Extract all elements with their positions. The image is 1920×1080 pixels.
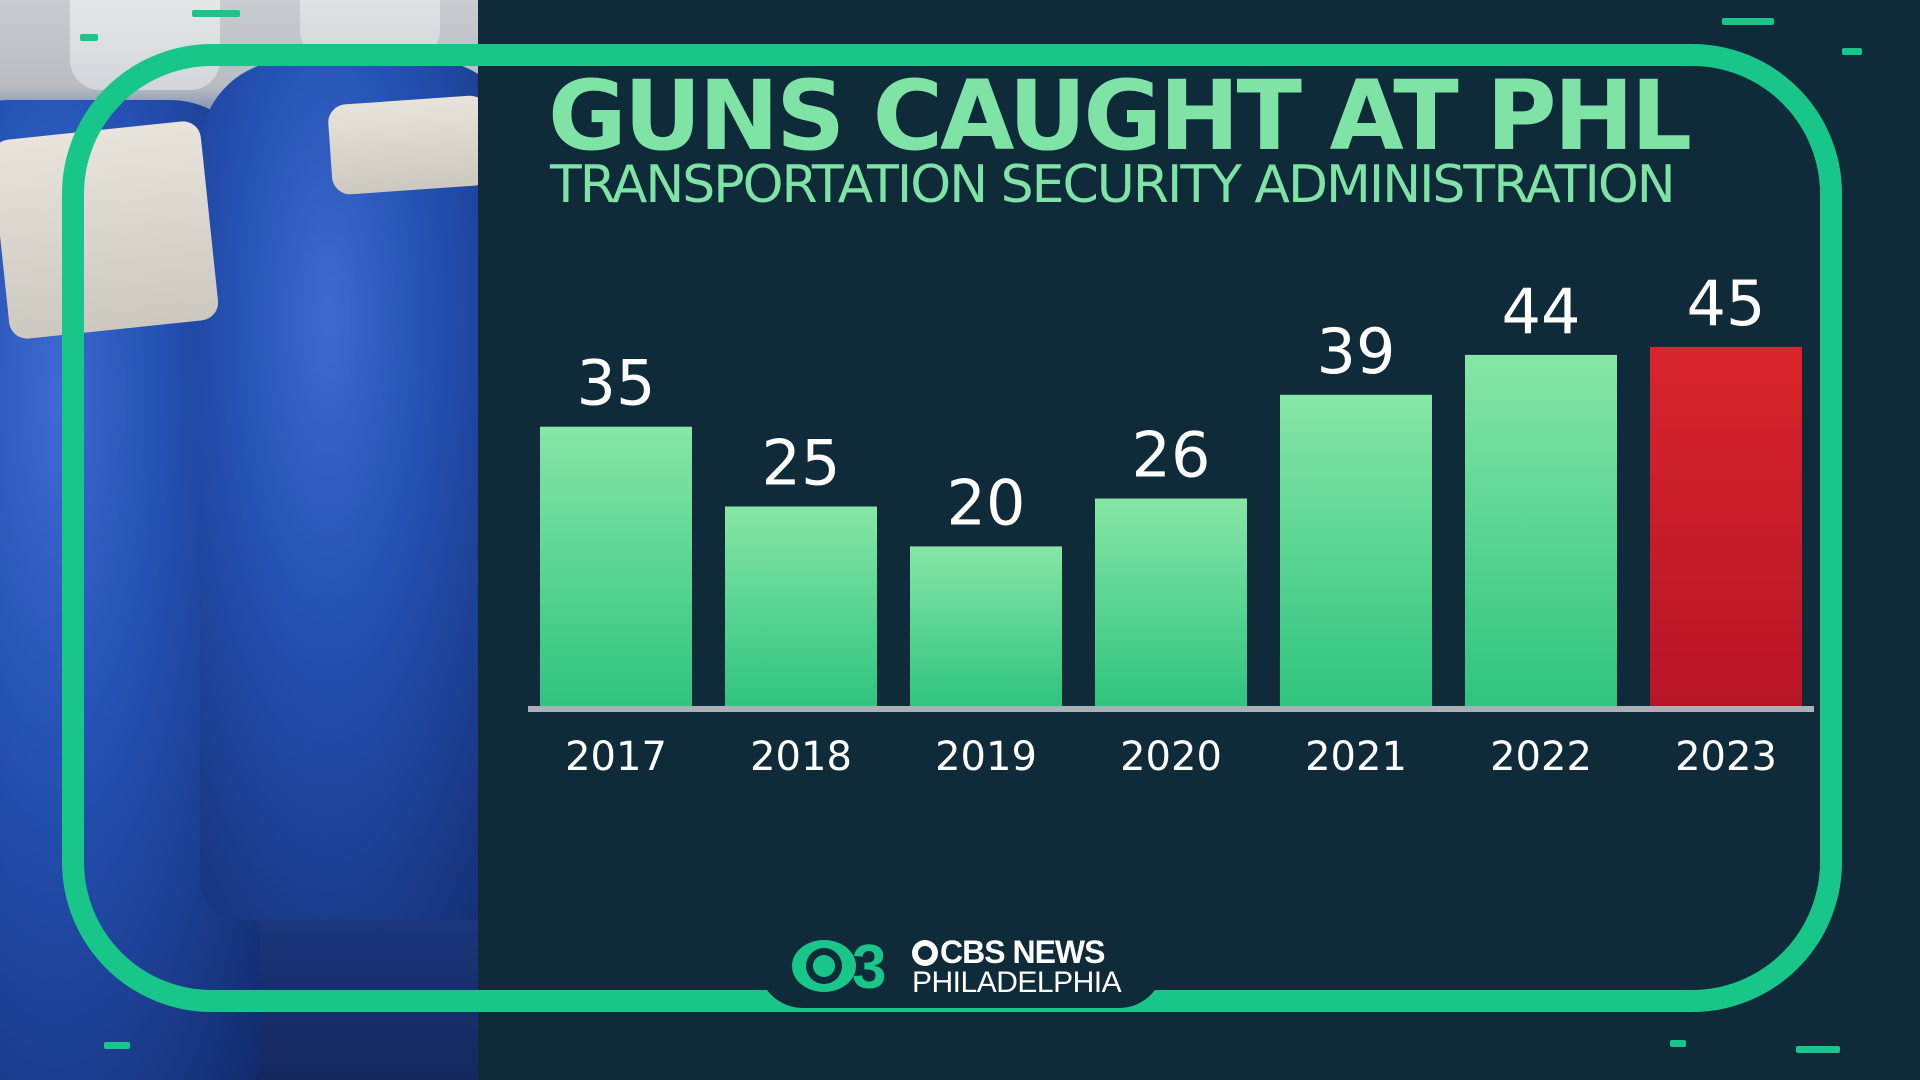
- bar-2018: [725, 506, 877, 706]
- chart-subtitle: TRANSPORTATION SECURITY ADMINISTRATION: [550, 155, 1676, 215]
- logo-line1-text: CBS NEWS: [940, 934, 1105, 970]
- bar-2019: [910, 546, 1062, 706]
- decor-dash: [192, 10, 240, 17]
- tick-label-2020: 2020: [1120, 734, 1222, 780]
- data-label-2022: 44: [1502, 275, 1581, 348]
- tick-label-2017: 2017: [565, 734, 667, 780]
- data-label-2020: 26: [1132, 419, 1211, 492]
- decor-dash: [1722, 18, 1774, 25]
- tick-label-2022: 2022: [1490, 734, 1592, 780]
- bar-2020: [1095, 498, 1247, 706]
- tick-label-2019: 2019: [935, 734, 1037, 780]
- tick-label-2021: 2021: [1305, 734, 1407, 780]
- logo-cbs-news: CBS NEWS: [912, 934, 1105, 971]
- bar-2017: [540, 426, 692, 706]
- decor-dash: [80, 34, 98, 41]
- bar-2023: [1650, 346, 1802, 706]
- data-label-2019: 20: [947, 466, 1026, 539]
- bar-2022: [1465, 354, 1617, 706]
- data-label-2021: 39: [1317, 315, 1396, 388]
- x-axis-baseline: [528, 706, 1814, 712]
- logo-number: 3: [852, 938, 886, 994]
- cbs-eye-icon: [912, 940, 938, 966]
- bar-2021: [1280, 394, 1432, 706]
- decor-dash: [1796, 1046, 1840, 1053]
- decor-dash: [104, 1042, 130, 1049]
- data-label-2017: 35: [577, 347, 656, 420]
- decor-dash: [1842, 48, 1862, 55]
- decor-dash: [1670, 1040, 1686, 1047]
- seat-back: [200, 60, 478, 920]
- data-label-2018: 25: [762, 427, 841, 500]
- airplane-seats-photo: [0, 0, 478, 1080]
- cbs3-logo-icon: 3: [792, 938, 886, 994]
- logo-philadelphia: PHILADELPHIA: [912, 966, 1122, 999]
- tick-label-2023: 2023: [1675, 734, 1777, 780]
- chart-title: GUNS CAUGHT AT PHL: [548, 60, 1692, 172]
- tick-label-2018: 2018: [750, 734, 852, 780]
- data-label-2023: 45: [1687, 267, 1766, 340]
